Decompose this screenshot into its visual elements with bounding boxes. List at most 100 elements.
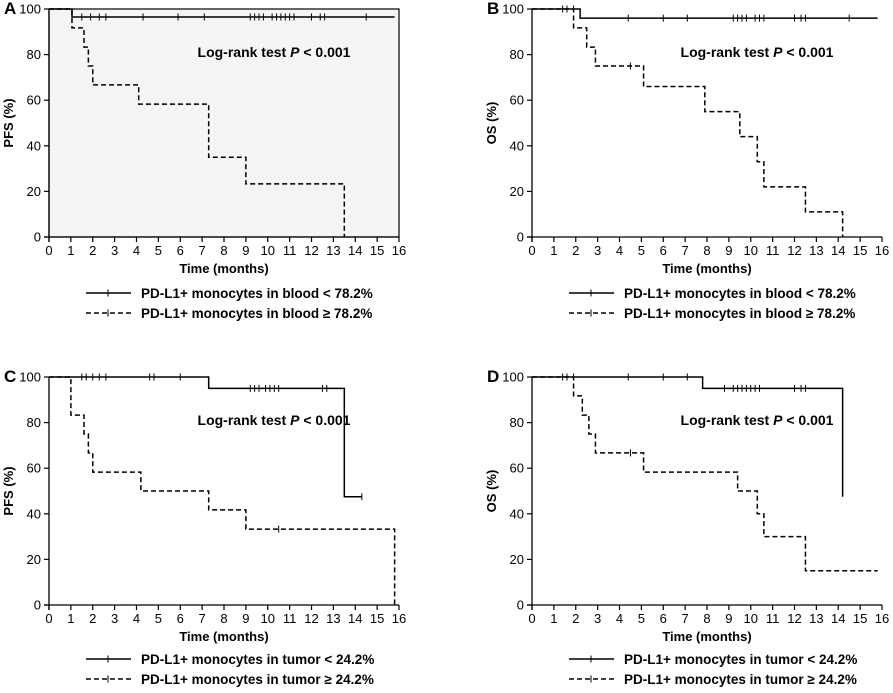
x-tick-label: 7	[199, 611, 206, 626]
x-tick-label: 7	[682, 611, 689, 626]
x-tick-label: 2	[572, 611, 579, 626]
panel-b: B0 1 2 3 4 5 6 7 8 9 10 11 12 13 14 15 16020406080100Tim…	[484, 0, 889, 321]
log-rank-annotation: Log-rank test P < 0.001	[681, 44, 834, 60]
x-tick-label: 13	[809, 611, 823, 626]
legend-label: PD-L1+ monocytes in blood < 78.2%	[141, 286, 373, 301]
annotation-prefix: Log-rank test	[198, 44, 291, 60]
y-tick-label: 60	[27, 93, 41, 108]
x-tick-label: 13	[809, 243, 823, 258]
y-tick-label: 20	[510, 184, 524, 199]
x-tick-label: 15	[853, 611, 867, 626]
y-tick-label: 0	[34, 598, 41, 613]
legend-label: PD-L1+ monocytes in tumor < 24.2%	[141, 652, 374, 667]
x-tick-label: 1	[67, 243, 74, 258]
x-tick-label: 14	[348, 243, 362, 258]
x-tick-label: 8	[220, 243, 227, 258]
x-tick-label: 0	[528, 243, 535, 258]
x-tick-label: 3	[594, 243, 601, 258]
log-rank-annotation: Log-rank test P < 0.001	[681, 412, 834, 428]
x-tick-label: 16	[392, 611, 406, 626]
km-curve-solid	[532, 8, 878, 19]
annotation-p: P	[773, 44, 783, 60]
x-tick-label: 11	[766, 243, 780, 258]
x-tick-label: 16	[392, 243, 406, 258]
x-tick-label: 10	[261, 243, 275, 258]
y-tick-label: 60	[510, 461, 524, 476]
x-tick-label: 5	[155, 243, 162, 258]
x-tick-label: 11	[766, 611, 780, 626]
x-tick-label: 14	[831, 243, 845, 258]
x-tick-label: 1	[67, 611, 74, 626]
y-tick-label: 0	[517, 230, 524, 245]
y-axis-title: PFS (%)	[1, 466, 16, 515]
x-axis-title: Time (months)	[662, 261, 751, 276]
y-tick-label: 40	[27, 506, 41, 521]
y-tick-label: 40	[510, 506, 524, 521]
x-axis-title: Time (months)	[179, 261, 268, 276]
x-tick-label: 5	[155, 611, 162, 626]
x-tick-label: 0	[45, 243, 52, 258]
x-tick-label: 8	[703, 611, 710, 626]
y-tick-label: 20	[27, 552, 41, 567]
annotation-p: P	[290, 44, 300, 60]
y-tick-label: 40	[510, 138, 524, 153]
x-tick-label: 10	[744, 243, 758, 258]
x-tick-label: 3	[111, 243, 118, 258]
y-tick-label: 80	[27, 415, 41, 430]
panel-letter: B	[487, 0, 499, 18]
x-tick-label: 6	[177, 611, 184, 626]
panel-c: C0 1 2 3 4 5 6 7 8 9 10 11 12 13 14 15 16020406080100Tim…	[1, 367, 406, 687]
log-rank-annotation: Log-rank test P < 0.001	[198, 44, 351, 60]
y-tick-label: 80	[27, 47, 41, 62]
x-tick-label: 12	[787, 611, 801, 626]
y-tick-label: 80	[510, 415, 524, 430]
x-tick-label: 3	[111, 611, 118, 626]
x-tick-label: 11	[283, 611, 297, 626]
x-tick-label: 3	[594, 611, 601, 626]
x-tick-label: 10	[744, 611, 758, 626]
x-tick-label: 2	[89, 243, 96, 258]
x-tick-label: 15	[853, 243, 867, 258]
plot-area-shading	[48, 8, 400, 238]
x-tick-label: 16	[875, 611, 889, 626]
x-tick-label: 8	[703, 243, 710, 258]
x-tick-label: 6	[660, 243, 667, 258]
annotation-prefix: Log-rank test	[681, 44, 774, 60]
y-tick-label: 100	[502, 370, 524, 385]
panel-a: A0 1 2 3 4 5 6 7 8 9 10 11 12 13 14 15 16020406080100Tim…	[1, 0, 406, 321]
x-tick-label: 1	[550, 611, 557, 626]
x-tick-label: 4	[133, 611, 140, 626]
y-axis-title: PFS (%)	[1, 98, 16, 147]
annotation-suffix: < 0.001	[299, 412, 350, 428]
annotation-suffix: < 0.001	[782, 412, 833, 428]
annotation-prefix: Log-rank test	[681, 412, 774, 428]
x-tick-label: 11	[283, 243, 297, 258]
annotation-suffix: < 0.001	[782, 44, 833, 60]
x-tick-label: 15	[370, 243, 384, 258]
x-tick-label: 10	[261, 611, 275, 626]
y-tick-label: 80	[510, 47, 524, 62]
x-tick-label: 7	[199, 243, 206, 258]
log-rank-annotation: Log-rank test P < 0.001	[198, 412, 351, 428]
x-tick-label: 14	[831, 611, 845, 626]
km-curve-solid	[532, 376, 844, 497]
legend-label: PD-L1+ monocytes in blood ≥ 78.2%	[141, 306, 372, 321]
x-tick-label: 0	[528, 611, 535, 626]
legend-label: PD-L1+ monocytes in tumor < 24.2%	[624, 652, 857, 667]
km-curve-dashed	[532, 8, 844, 237]
x-axis-title: Time (months)	[662, 629, 751, 644]
km-curve-dashed	[532, 376, 878, 572]
y-tick-label: 20	[510, 552, 524, 567]
x-tick-label: 7	[682, 243, 689, 258]
y-tick-label: 40	[27, 138, 41, 153]
annotation-prefix: Log-rank test	[198, 412, 291, 428]
y-tick-label: 100	[19, 370, 41, 385]
x-tick-label: 14	[348, 611, 362, 626]
y-tick-label: 60	[510, 93, 524, 108]
x-tick-label: 2	[89, 611, 96, 626]
y-tick-label: 100	[19, 2, 41, 17]
y-tick-label: 0	[34, 230, 41, 245]
panel-letter: A	[4, 0, 16, 18]
x-tick-label: 9	[242, 243, 249, 258]
